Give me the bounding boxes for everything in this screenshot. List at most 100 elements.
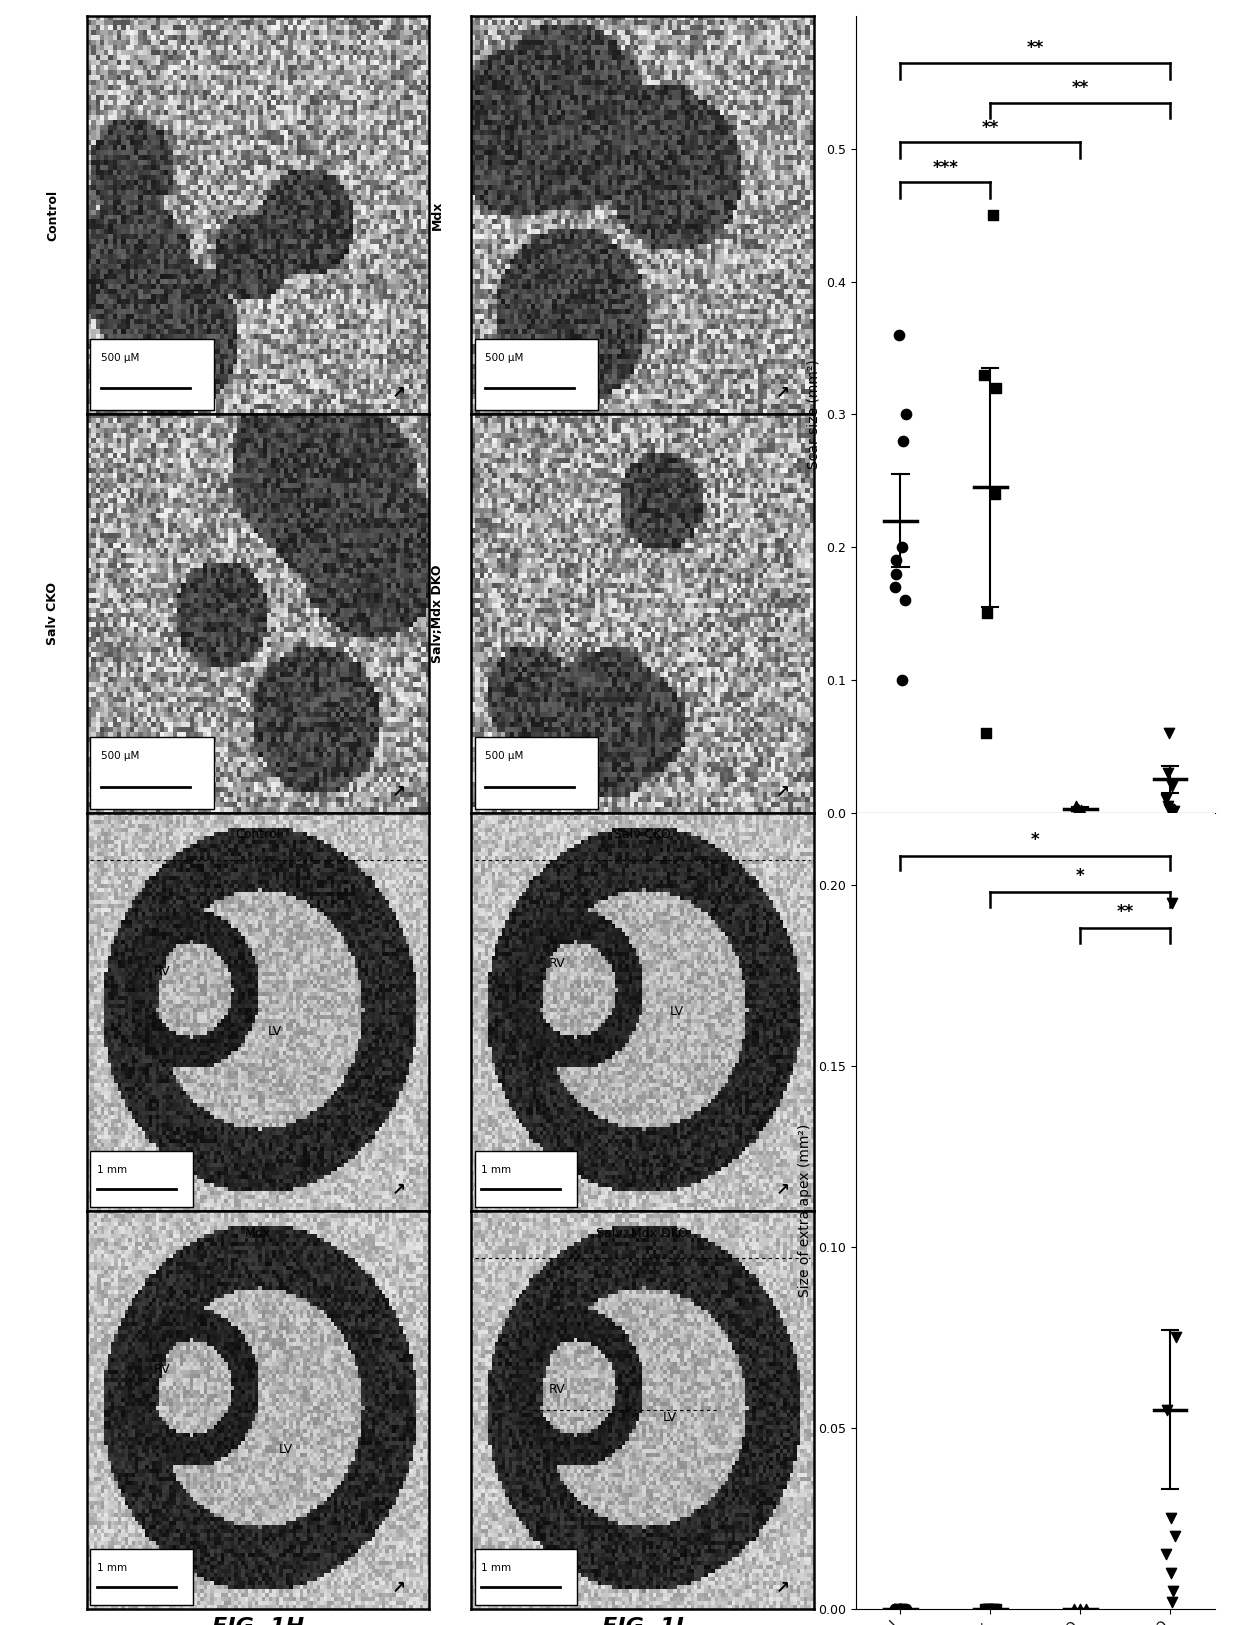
Point [1161, 1505, 1180, 1531]
Point [978, 1596, 998, 1622]
Point [892, 666, 911, 692]
Point [1070, 796, 1090, 822]
Point [1066, 793, 1086, 819]
Point [976, 720, 996, 746]
Point [890, 1596, 910, 1622]
Text: **: ** [982, 119, 999, 136]
Text: Mdx: Mdx [246, 1227, 272, 1240]
Point [897, 401, 916, 427]
Text: RV: RV [548, 1383, 565, 1396]
Point [892, 535, 911, 561]
Text: ↗: ↗ [392, 1580, 405, 1597]
Text: LV: LV [279, 1443, 293, 1456]
X-axis label: FIG. 1D: FIG. 1D [596, 821, 688, 840]
Point [1158, 760, 1178, 786]
Text: **: ** [1027, 39, 1044, 57]
Point [986, 1596, 1006, 1622]
Point [986, 375, 1006, 401]
Text: *: * [1076, 866, 1085, 886]
Point [1158, 793, 1178, 819]
X-axis label: FIG. 1A: FIG. 1A [213, 422, 304, 442]
Text: Mdx: Mdx [430, 200, 444, 231]
Point [1064, 1596, 1084, 1622]
Text: Salv CKO: Salv CKO [46, 582, 60, 645]
Point [1166, 1324, 1185, 1350]
X-axis label: FIG. 1B: FIG. 1B [598, 422, 688, 442]
Point [1159, 720, 1179, 746]
Y-axis label: Scar size (mm²): Scar size (mm²) [806, 359, 820, 470]
Point [1164, 798, 1184, 824]
Point [888, 1596, 908, 1622]
Text: Control: Control [236, 829, 280, 842]
Text: RV: RV [548, 957, 565, 970]
Text: 1 mm: 1 mm [97, 1165, 128, 1175]
Text: FIG. 1E: FIG. 1E [993, 988, 1076, 1008]
Point [1156, 1542, 1176, 1568]
Text: 1 mm: 1 mm [481, 1165, 512, 1175]
Bar [475, 338, 598, 411]
Text: *: * [1030, 830, 1039, 848]
Bar [475, 736, 598, 809]
Point [1070, 1596, 1090, 1622]
Point [885, 1596, 905, 1622]
Point [983, 1596, 1003, 1622]
Bar [91, 338, 213, 411]
Text: Control: Control [46, 190, 60, 240]
Point [1162, 1589, 1182, 1615]
Bar [475, 1549, 578, 1606]
Y-axis label: Size of extra apex (mm²): Size of extra apex (mm²) [799, 1124, 812, 1297]
Text: LV: LV [670, 1004, 683, 1017]
Point [978, 1596, 998, 1622]
X-axis label: FIG. 1F: FIG. 1F [213, 1219, 303, 1238]
Text: Salv;Mdx DKO: Salv;Mdx DKO [430, 564, 444, 663]
Point [985, 481, 1004, 507]
Point [897, 1596, 916, 1622]
Text: 500 μM: 500 μM [100, 751, 139, 760]
Point [890, 1596, 910, 1622]
Point [1068, 796, 1087, 822]
Point [1158, 796, 1178, 822]
Point [985, 1596, 1004, 1622]
X-axis label: FIG. 1H: FIG. 1H [212, 1617, 304, 1625]
Point [983, 202, 1003, 228]
Bar [91, 1549, 193, 1606]
Text: Salv CKO: Salv CKO [614, 829, 671, 842]
Text: ↗: ↗ [392, 385, 405, 403]
Point [887, 561, 906, 587]
X-axis label: FIG. 1G: FIG. 1G [596, 1219, 688, 1238]
X-axis label: FIG. 1C: FIG. 1C [213, 821, 303, 840]
Bar [475, 1150, 578, 1207]
Point [894, 427, 914, 453]
Text: 500 μM: 500 μM [485, 353, 523, 362]
Point [893, 1596, 913, 1622]
Point [889, 322, 909, 348]
Text: **: ** [1117, 904, 1133, 921]
Text: 500 μM: 500 μM [100, 353, 139, 362]
Point [1159, 796, 1179, 822]
Text: ↗: ↗ [392, 783, 405, 801]
Text: RV: RV [154, 965, 170, 978]
Bar [91, 736, 213, 809]
Point [1161, 1560, 1180, 1586]
Text: ↗: ↗ [776, 385, 790, 403]
Point [895, 587, 915, 613]
Text: 500 μM: 500 μM [485, 751, 523, 760]
Text: Salv; Mdx DKO: Salv; Mdx DKO [596, 1227, 688, 1240]
Point [892, 1596, 911, 1622]
Point [1156, 786, 1176, 812]
Point [885, 1596, 905, 1622]
Point [1076, 1596, 1096, 1622]
Text: ↗: ↗ [392, 1181, 405, 1199]
Point [977, 600, 997, 626]
Text: 1 mm: 1 mm [481, 1563, 512, 1573]
Point [977, 1596, 997, 1622]
Text: **: ** [1071, 80, 1089, 98]
Point [1166, 1523, 1185, 1549]
Point [885, 574, 905, 600]
Point [975, 1596, 994, 1622]
X-axis label: FIG. 1I: FIG. 1I [601, 1617, 683, 1625]
Bar [91, 1150, 193, 1207]
Text: ↗: ↗ [776, 783, 790, 801]
Text: 1 mm: 1 mm [97, 1563, 128, 1573]
Point [887, 548, 906, 574]
